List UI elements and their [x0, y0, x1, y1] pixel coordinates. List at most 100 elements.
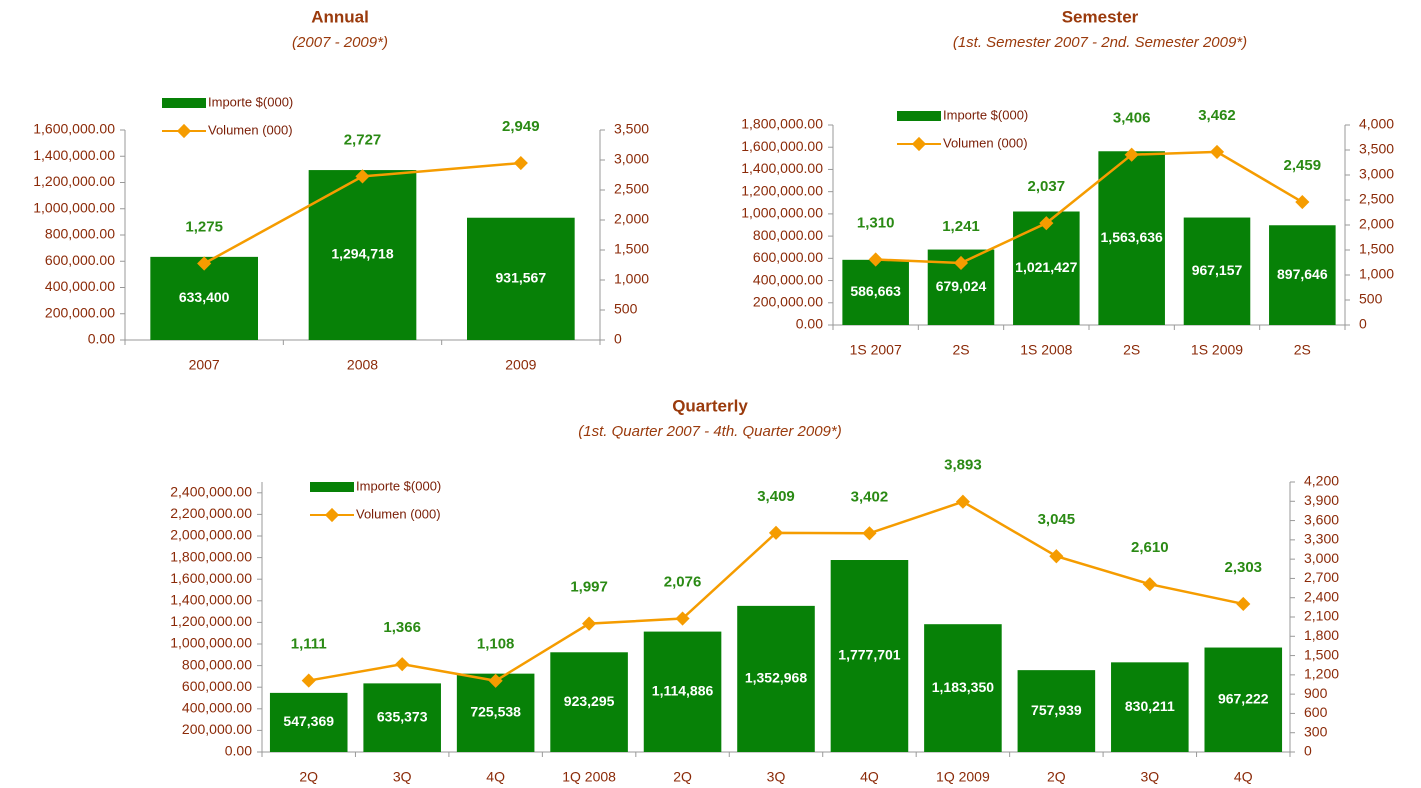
- x-tick-label: 4Q: [1234, 769, 1253, 785]
- x-tick-label: 1S 2009: [1191, 342, 1243, 358]
- point: [1236, 596, 1251, 612]
- x-tick-label: 2009: [505, 357, 536, 373]
- legend-label: Importe $(000): [356, 478, 441, 493]
- chart-title: Annual: [311, 7, 369, 26]
- legend-marker: [324, 507, 340, 523]
- y-tick-label: 1,800,000.00: [741, 116, 823, 132]
- y-tick-label: 400,000.00: [45, 278, 115, 294]
- point-label: 1,997: [570, 579, 608, 596]
- x-tick-label: 4Q: [860, 769, 879, 785]
- y2-tick-label: 0: [1304, 743, 1312, 759]
- x-tick-label: 2S: [1123, 342, 1140, 358]
- bar-label: 1,114,886: [652, 682, 714, 698]
- y-tick-label: 800,000.00: [182, 656, 252, 672]
- x-tick-label: 1Q 2008: [562, 769, 616, 785]
- point-label: 3,893: [944, 457, 982, 474]
- y-tick-label: 400,000.00: [753, 271, 823, 287]
- y-tick-label: 1,200,000.00: [33, 173, 115, 189]
- y2-tick-label: 1,200: [1304, 666, 1339, 682]
- x-tick-label: 1S 2008: [1020, 342, 1072, 358]
- y-tick-label: 0.00: [225, 743, 252, 759]
- y2-tick-label: 2,500: [614, 181, 649, 197]
- y2-tick-label: 0: [1359, 316, 1367, 332]
- bar-label: 967,157: [1192, 262, 1243, 278]
- y-tick-label: 1,800,000.00: [170, 548, 252, 564]
- bar: [643, 631, 722, 752]
- point-label: 1,241: [942, 218, 980, 235]
- x-tick-label: 3Q: [767, 769, 786, 785]
- y2-tick-label: 3,000: [1359, 166, 1394, 182]
- point-label: 3,045: [1038, 511, 1076, 528]
- point: [675, 611, 690, 626]
- point-label: 1,366: [383, 619, 421, 636]
- point: [395, 657, 410, 672]
- y-tick-label: 1,400,000.00: [741, 160, 823, 176]
- y2-tick-label: 2,100: [1304, 608, 1339, 624]
- x-tick-label: 1S 2007: [850, 342, 902, 358]
- point-label: 3,406: [1113, 110, 1151, 127]
- bar-label: 931,567: [496, 270, 547, 286]
- bar-label: 757,939: [1031, 702, 1082, 718]
- y2-tick-label: 500: [1359, 291, 1383, 307]
- y2-tick-label: 1,500: [614, 241, 649, 257]
- point-label: 2,949: [502, 118, 540, 135]
- point: [1039, 216, 1054, 231]
- y2-tick-label: 3,300: [1304, 531, 1339, 547]
- bar-label: 1,563,636: [1101, 229, 1163, 245]
- bar: [1098, 151, 1165, 325]
- x-tick-label: 2S: [952, 342, 969, 358]
- legend-label: Volumen (000): [356, 506, 441, 521]
- y-tick-label: 1,000,000.00: [33, 199, 115, 215]
- bar-label: 1,352,968: [745, 670, 807, 686]
- point-label: 3,402: [851, 488, 889, 505]
- y-tick-label: 800,000.00: [45, 226, 115, 242]
- point-label: 2,610: [1131, 539, 1169, 556]
- legend-marker: [911, 136, 927, 152]
- point: [953, 255, 969, 271]
- point: [301, 673, 316, 688]
- bar: [269, 692, 348, 752]
- bar: [1269, 225, 1336, 325]
- y2-tick-label: 300: [1304, 723, 1328, 739]
- x-tick-label: 2Q: [673, 769, 692, 785]
- y-tick-label: 0.00: [796, 316, 823, 332]
- point: [513, 155, 528, 171]
- bar: [1013, 211, 1080, 325]
- y-tick-label: 1,200,000.00: [170, 613, 252, 629]
- point: [1049, 549, 1064, 564]
- x-tick-label: 4Q: [486, 769, 505, 785]
- y2-tick-label: 3,000: [1304, 550, 1339, 566]
- legend-label: Volumen (000): [208, 122, 293, 137]
- bar: [308, 170, 417, 340]
- bar-label: 633,400: [179, 289, 230, 305]
- y-tick-label: 1,400,000.00: [33, 147, 115, 163]
- bar-label: 830,211: [1125, 698, 1175, 714]
- bar-label: 679,024: [936, 278, 987, 294]
- point-label: 3,462: [1198, 107, 1236, 124]
- x-tick-label: 3Q: [393, 769, 412, 785]
- x-tick-label: 2008: [347, 357, 378, 373]
- bar: [842, 259, 909, 325]
- y-tick-label: 600,000.00: [753, 249, 823, 265]
- y-tick-label: 200,000.00: [45, 304, 115, 320]
- y2-tick-label: 1,500: [1359, 241, 1394, 257]
- y2-tick-label: 4,200: [1304, 473, 1339, 489]
- y2-tick-label: 1,800: [1304, 627, 1339, 643]
- y-tick-label: 2,200,000.00: [170, 505, 252, 521]
- y2-tick-label: 3,500: [1359, 141, 1394, 157]
- point-label: 2,037: [1028, 178, 1066, 195]
- bar: [363, 683, 441, 752]
- y-tick-label: 1,600,000.00: [33, 121, 115, 137]
- point-label: 2,076: [664, 574, 702, 591]
- y2-tick-label: 2,000: [614, 211, 649, 227]
- bar-label: 897,646: [1277, 266, 1328, 282]
- point-label: 1,111: [291, 636, 327, 653]
- point: [355, 169, 370, 184]
- point: [582, 616, 597, 631]
- point-label: 3,409: [757, 488, 795, 505]
- y-tick-label: 600,000.00: [182, 678, 252, 694]
- legend-swatch: [897, 111, 941, 121]
- y2-tick-label: 0: [614, 331, 622, 347]
- point: [955, 494, 970, 509]
